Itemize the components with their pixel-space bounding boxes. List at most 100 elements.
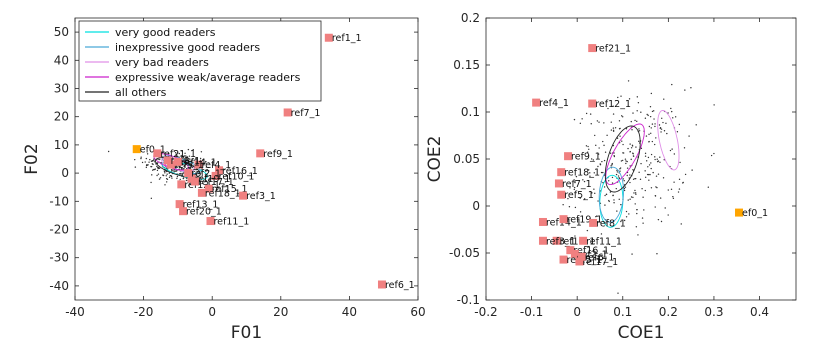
point-marker xyxy=(564,152,573,161)
cloud-dot xyxy=(586,229,589,232)
cloud-dot xyxy=(664,207,666,209)
cloud-dot xyxy=(656,253,658,255)
cloud-dot xyxy=(713,152,715,155)
point-marker xyxy=(559,255,568,264)
cloud-dot xyxy=(622,143,624,146)
cloud-dot xyxy=(625,162,627,165)
point-marker xyxy=(589,218,598,227)
cloud-dot xyxy=(670,188,673,190)
cloud-dot xyxy=(600,171,603,174)
cloud-dot xyxy=(191,166,194,169)
point-marker xyxy=(239,191,248,200)
cloud-dot xyxy=(620,115,623,117)
x-tick-label: 60 xyxy=(410,305,425,319)
y-tick-label: 0.1 xyxy=(461,105,480,119)
cloud-dot xyxy=(150,197,153,200)
cloud-dot xyxy=(592,159,595,161)
cloud-dot xyxy=(663,98,665,100)
point-ref10-1: ref10_1 xyxy=(552,236,595,247)
legend-label: very good readers xyxy=(115,26,216,39)
cloud-dot xyxy=(573,186,576,189)
cloud-dot xyxy=(165,178,168,180)
point-marker xyxy=(557,190,566,199)
ellipse-very-bad-readers xyxy=(657,110,680,171)
point-label: ref9_1 xyxy=(571,152,601,163)
cloud-dot xyxy=(182,156,184,159)
chart-1: ref1_1ref7_1ref9_1ref6_1ef0_1ref21_1ref1… xyxy=(22,17,426,343)
cloud-dot xyxy=(617,292,619,294)
point-marker xyxy=(175,200,184,209)
cloud-dot xyxy=(660,220,663,223)
y-tick-label: -0.05 xyxy=(449,246,480,260)
cloud-dot xyxy=(179,178,181,181)
cloud-dot xyxy=(623,180,625,182)
cloud-dot xyxy=(632,112,634,114)
cloud-dot xyxy=(599,163,601,165)
point-label: ref7_1 xyxy=(291,108,321,119)
cloud-dot xyxy=(625,210,628,213)
cloud-dot xyxy=(624,158,627,160)
cloud-dot xyxy=(567,197,569,200)
cloud-dot xyxy=(713,104,715,106)
cloud-dot xyxy=(621,116,624,118)
cloud-dot xyxy=(189,167,192,169)
point-label: ref16_1 xyxy=(222,166,258,177)
cloud-dot xyxy=(634,203,636,205)
cloud-dot xyxy=(184,152,186,155)
cloud-dot xyxy=(604,194,606,197)
cloud-dot xyxy=(639,178,642,181)
cloud-dot xyxy=(170,168,173,171)
cloud-dot xyxy=(638,128,640,130)
cloud-dot xyxy=(204,170,207,172)
point-marker xyxy=(173,157,182,166)
cloud-dot xyxy=(183,167,185,170)
cloud-dot xyxy=(679,161,681,164)
cloud-dot xyxy=(655,186,657,188)
point-marker xyxy=(215,166,224,175)
cloud-dot xyxy=(196,171,199,173)
cloud-dot xyxy=(707,186,710,188)
cloud-dot xyxy=(659,161,661,164)
cloud-dot xyxy=(605,250,607,252)
cloud-dot xyxy=(176,175,179,178)
cloud-dot xyxy=(173,171,175,173)
point-marker xyxy=(206,217,215,226)
cloud-dot xyxy=(710,154,713,157)
point-marker xyxy=(735,208,744,217)
cloud-dot xyxy=(162,151,164,154)
point-ref13-1: ref13_1 xyxy=(175,200,218,211)
cloud-dot xyxy=(631,253,633,255)
point-label: ref9_1 xyxy=(263,149,293,160)
cloud-dot xyxy=(585,145,588,147)
point-ref11-1: ref11_1 xyxy=(579,236,622,247)
cloud-dot xyxy=(655,175,658,177)
cloud-dot xyxy=(562,203,564,206)
cloud-dot xyxy=(652,171,654,174)
cloud-dot xyxy=(186,156,189,158)
cloud-dot xyxy=(156,174,158,177)
y-tick-label: -0.1 xyxy=(457,293,480,307)
cloud-dot xyxy=(192,148,194,151)
cloud-dot xyxy=(181,150,183,152)
cloud-dot xyxy=(144,161,146,163)
point-label: ref5_1 xyxy=(174,160,204,171)
point-label: ref4_1 xyxy=(539,98,569,109)
cloud-dot xyxy=(663,130,666,132)
cloud-dot xyxy=(628,98,631,100)
x-tick-label: -20 xyxy=(134,305,154,319)
legend-label: expressive weak/average readers xyxy=(115,71,301,84)
point-ref5-1: ref5_1 xyxy=(557,190,594,201)
cloud-dot xyxy=(620,160,623,162)
cloud-dot xyxy=(615,173,618,176)
cloud-dot xyxy=(651,140,654,143)
cloud-dot xyxy=(647,173,650,176)
point-label: ref3_1 xyxy=(546,236,576,247)
cloud-dot xyxy=(613,202,615,204)
point-label: ref8_1 xyxy=(596,218,626,229)
cloud-dot xyxy=(629,151,631,153)
cloud-dot xyxy=(171,177,173,179)
cloud-dot xyxy=(184,155,186,157)
cloud-dot xyxy=(671,148,673,150)
cloud-dot xyxy=(648,141,650,143)
cloud-dot xyxy=(678,178,681,181)
